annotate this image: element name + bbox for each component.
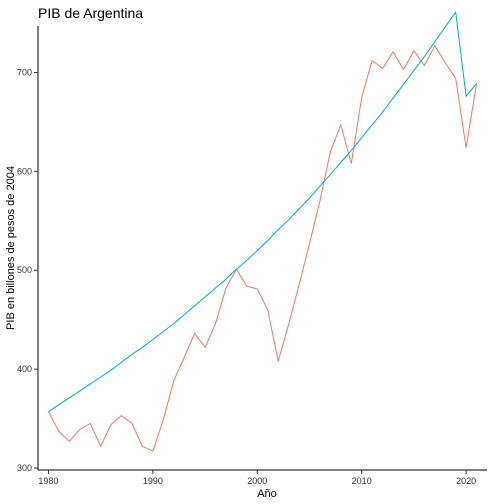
x-tick-label: 2000: [247, 476, 267, 486]
y-tick-label: 400: [17, 364, 32, 374]
y-tick-label: 300: [17, 463, 32, 473]
chart-title: PIB de Argentina: [38, 5, 143, 21]
y-tick-label: 500: [17, 265, 32, 275]
x-axis-label: Año: [257, 488, 277, 500]
x-tick-label: 2020: [456, 476, 476, 486]
y-tick-label: 700: [17, 67, 32, 77]
series-line-2: [48, 11, 477, 413]
y-axis-label: PIB en billones de pesos de 2004: [5, 166, 17, 330]
x-tick-label: 1980: [38, 476, 58, 486]
plot-area: 1980 1990 2000 2010 2020 300 400 500 600 700: [17, 11, 487, 486]
x-tick-label: 2010: [352, 476, 372, 486]
x-tick-label: 1990: [143, 476, 163, 486]
y-tick-label: 600: [17, 166, 32, 176]
series-line-1: [47, 45, 478, 452]
